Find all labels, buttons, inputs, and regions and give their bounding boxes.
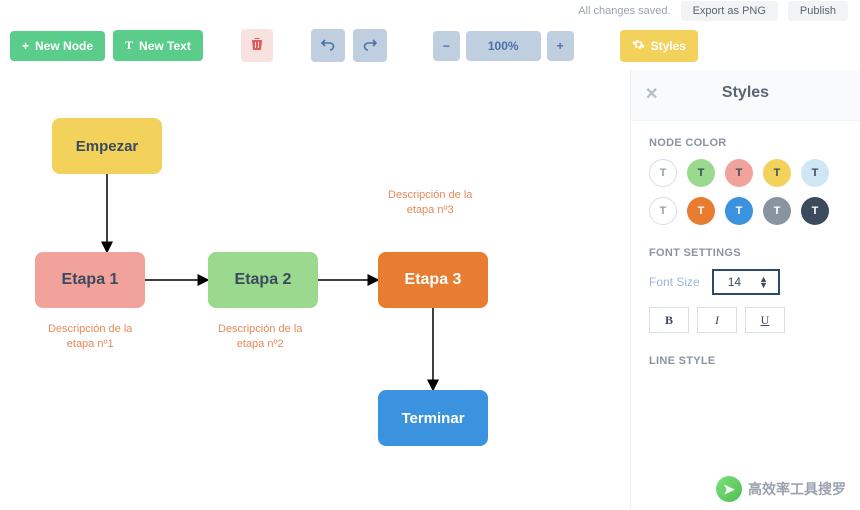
color-swatches: TTTTTTTTTT — [649, 159, 842, 225]
description-3[interactable]: Descripción de laetapa nº3 — [388, 188, 472, 218]
styles-label: Styles — [651, 39, 686, 53]
line-style-heading: LINE STYLE — [649, 355, 842, 367]
trash-icon — [251, 37, 263, 54]
format-italic-button[interactable]: I — [697, 307, 737, 333]
panel-title: Styles — [722, 84, 769, 101]
node-etapa2[interactable]: Etapa 2 — [208, 252, 318, 308]
color-swatch-1[interactable]: T — [687, 159, 715, 187]
color-swatch-4[interactable]: T — [801, 159, 829, 187]
format-bold-button[interactable]: B — [649, 307, 689, 333]
gear-icon — [632, 38, 645, 54]
font-size-select[interactable]: 14 ▲▼ — [712, 269, 780, 295]
close-icon[interactable]: ✕ — [645, 84, 658, 104]
new-node-button[interactable]: + New Node — [10, 31, 105, 61]
undo-button[interactable] — [311, 29, 345, 62]
node-terminar[interactable]: Terminar — [378, 390, 488, 446]
watermark-logo-icon: ➤ — [716, 476, 742, 502]
color-swatch-7[interactable]: T — [725, 197, 753, 225]
description-2[interactable]: Descripción de laetapa nº2 — [218, 322, 302, 352]
format-underline-button[interactable]: U — [745, 307, 785, 333]
node-empezar[interactable]: Empezar — [52, 118, 162, 174]
color-swatch-0[interactable]: T — [649, 159, 677, 187]
color-swatch-6[interactable]: T — [687, 197, 715, 225]
redo-icon — [363, 37, 377, 54]
zoom-group: − 100% + — [433, 31, 574, 61]
save-status: All changes saved. — [578, 5, 670, 17]
color-swatch-8[interactable]: T — [763, 197, 791, 225]
new-text-button[interactable]: T New Text — [113, 30, 203, 61]
font-settings-heading: FONT SETTINGS — [649, 247, 842, 259]
node-color-heading: NODE COLOR — [649, 137, 842, 149]
font-size-value: 14 — [728, 275, 741, 289]
new-text-label: New Text — [139, 39, 191, 53]
zoom-in-button[interactable]: + — [547, 31, 574, 61]
color-swatch-3[interactable]: T — [763, 159, 791, 187]
minus-icon: − — [443, 39, 450, 53]
color-swatch-5[interactable]: T — [649, 197, 677, 225]
format-buttons: BIU — [649, 307, 842, 333]
description-1[interactable]: Descripción de laetapa nº1 — [48, 322, 132, 352]
stepper-icon: ▲▼ — [759, 276, 768, 288]
redo-button[interactable] — [353, 29, 387, 62]
color-swatch-2[interactable]: T — [725, 159, 753, 187]
canvas[interactable]: Empezar Etapa 1 Etapa 2 Etapa 3 Terminar Des… — [0, 70, 630, 510]
watermark: ➤ 高效率工具搜罗 — [716, 476, 846, 502]
plus-icon: + — [557, 39, 564, 53]
watermark-text: 高效率工具搜罗 — [748, 479, 846, 499]
export-png-button[interactable]: Export as PNG — [681, 1, 778, 21]
delete-button[interactable] — [241, 29, 273, 62]
styles-button[interactable]: Styles — [620, 30, 698, 62]
color-swatch-9[interactable]: T — [801, 197, 829, 225]
node-etapa1[interactable]: Etapa 1 — [35, 252, 145, 308]
font-size-label: Font Size — [649, 275, 700, 289]
text-icon: T — [125, 38, 133, 53]
styles-panel: ✕ Styles NODE COLOR TTTTTTTTTT FONT SETT… — [630, 70, 860, 510]
plus-icon: + — [22, 39, 29, 53]
publish-button[interactable]: Publish — [788, 1, 848, 21]
zoom-out-button[interactable]: − — [433, 31, 460, 61]
node-etapa3[interactable]: Etapa 3 — [378, 252, 488, 308]
new-node-label: New Node — [35, 39, 93, 53]
undo-icon — [321, 37, 335, 54]
toolbar: + New Node T New Text − 100% + Styles — [0, 22, 860, 70]
zoom-value: 100% — [466, 31, 541, 61]
